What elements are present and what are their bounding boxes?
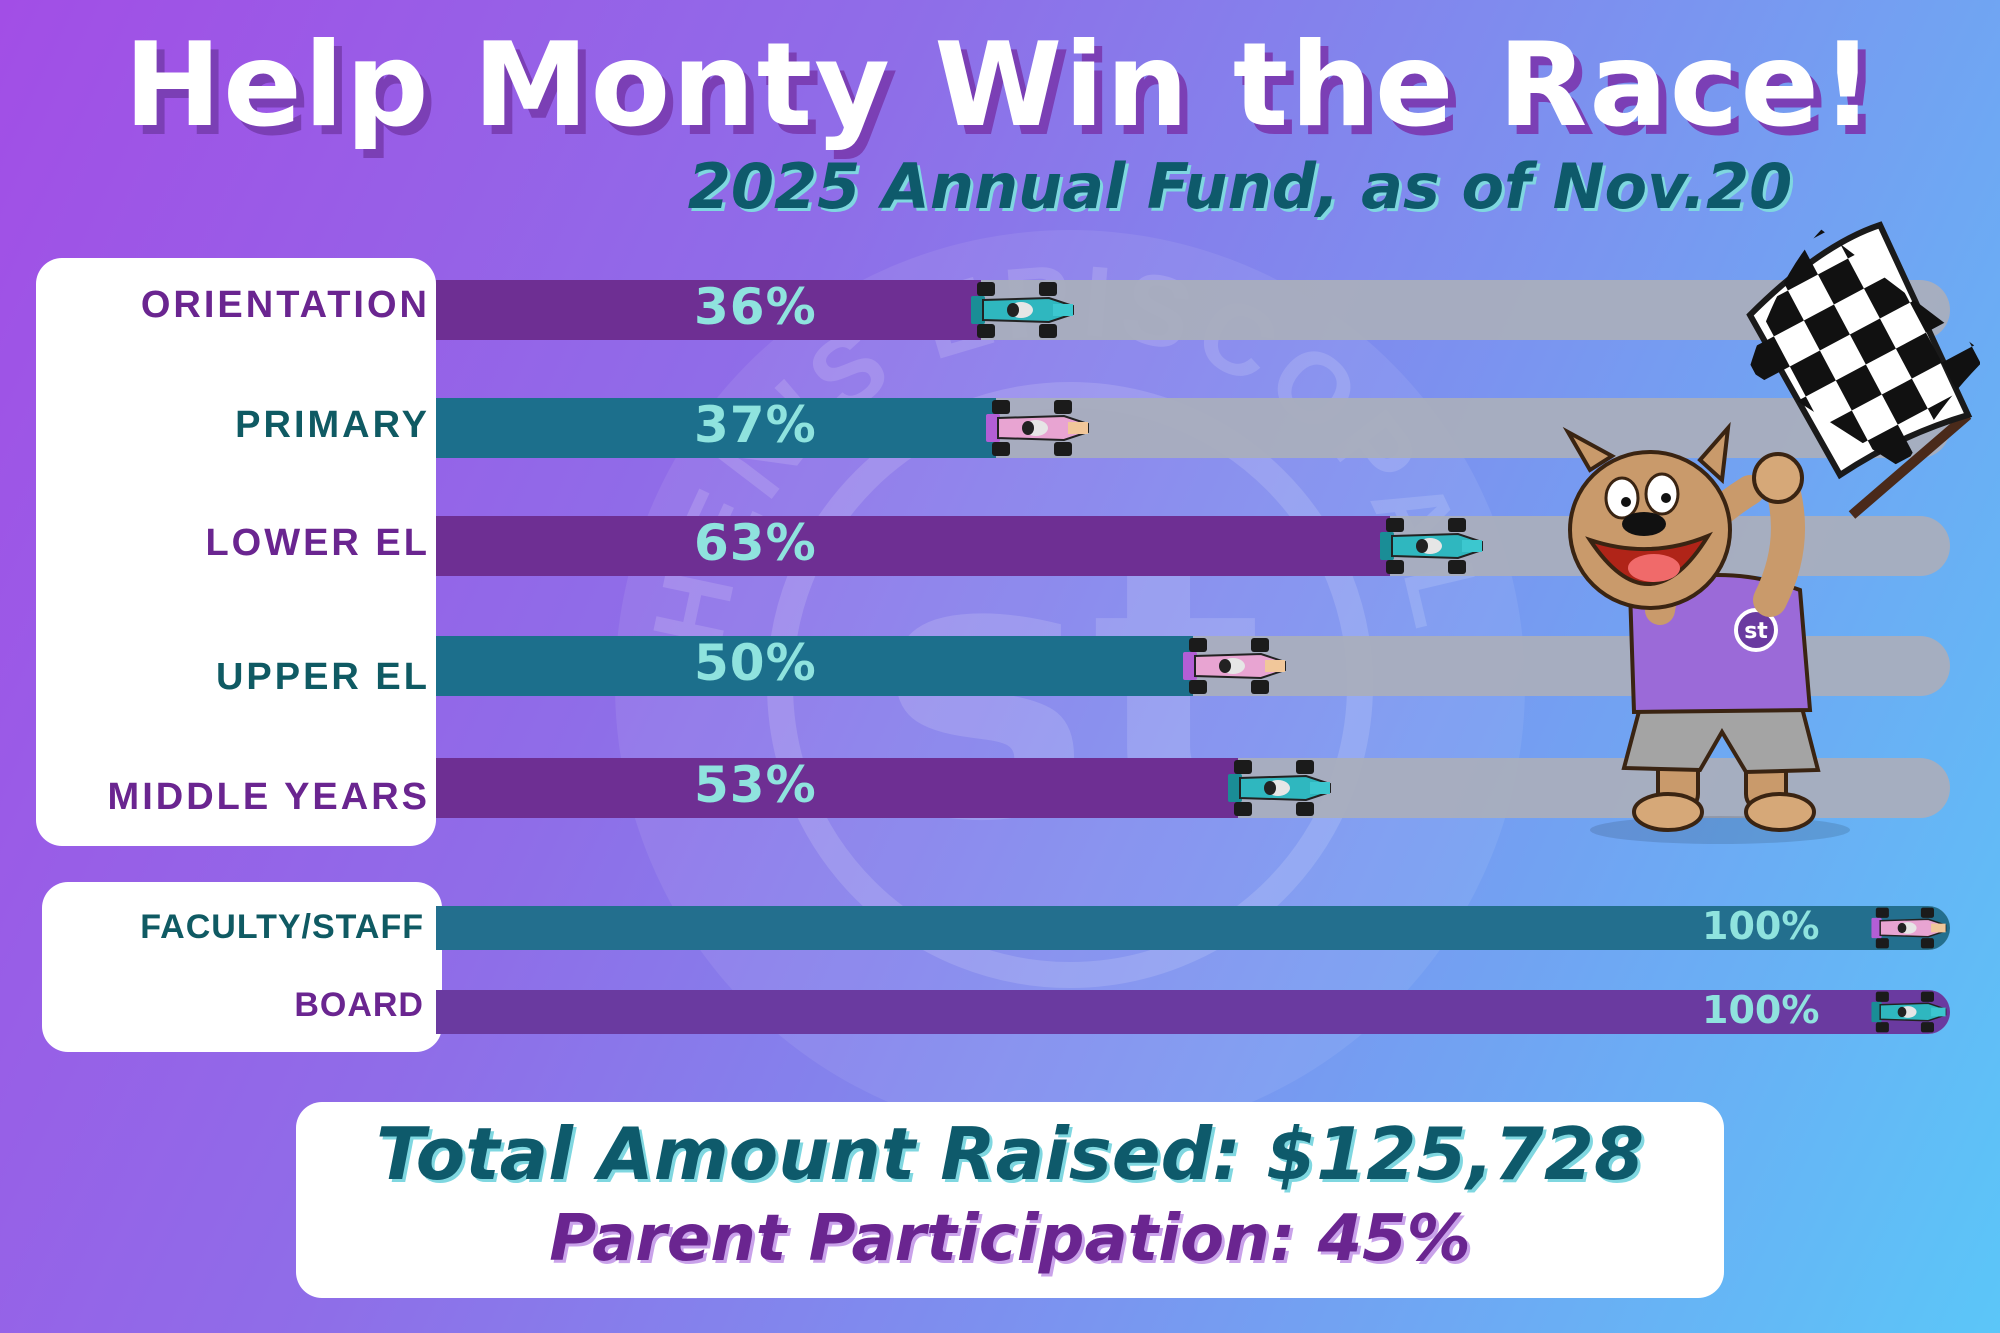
bar [436,906,1950,950]
value-label: 53% [694,756,817,814]
page-title: Help Monty Win the Race! [124,18,1876,153]
staff-labels-panel [42,882,442,1052]
race-car-icon [1870,990,1950,1038]
race-car-icon [1181,636,1291,700]
category-label: FACULTY/STAFF [140,908,424,946]
svg-text:st: st [1744,619,1768,644]
monty-bulldog-mascot: st [1562,421,1850,844]
bar [436,990,1950,1034]
category-label: MIDDLE YEARS [107,776,430,818]
value-label: 50% [694,634,817,692]
category-label: BOARD [294,986,424,1024]
value-label: 100% [1702,988,1820,1032]
bar [436,516,1390,576]
page-subtitle: 2025 Annual Fund, as of Nov.20 [687,150,1793,223]
parent-participation-text: Parent Participation: 45% [549,1202,1471,1276]
category-label: UPPER EL [215,656,430,698]
value-label: 63% [694,514,817,572]
race-car-icon [969,280,1079,344]
value-label: 37% [694,396,817,454]
total-raised-text: Total Amount Raised: $125,728 [375,1112,1645,1196]
bar [436,398,996,458]
category-label: PRIMARY [235,404,430,446]
totals-panel [296,1102,1724,1298]
category-label: LOWER EL [205,522,430,564]
value-label: 36% [694,278,817,336]
value-label: 100% [1702,904,1820,948]
grade-labels-panel [36,258,436,846]
race-car-icon [984,398,1094,462]
bar [436,636,1193,696]
bar [436,280,981,340]
race-car-icon [1870,906,1950,954]
category-label: ORIENTATION [140,284,430,326]
race-car-icon [1378,516,1488,580]
bar [436,758,1238,818]
race-car-icon [1226,758,1336,822]
